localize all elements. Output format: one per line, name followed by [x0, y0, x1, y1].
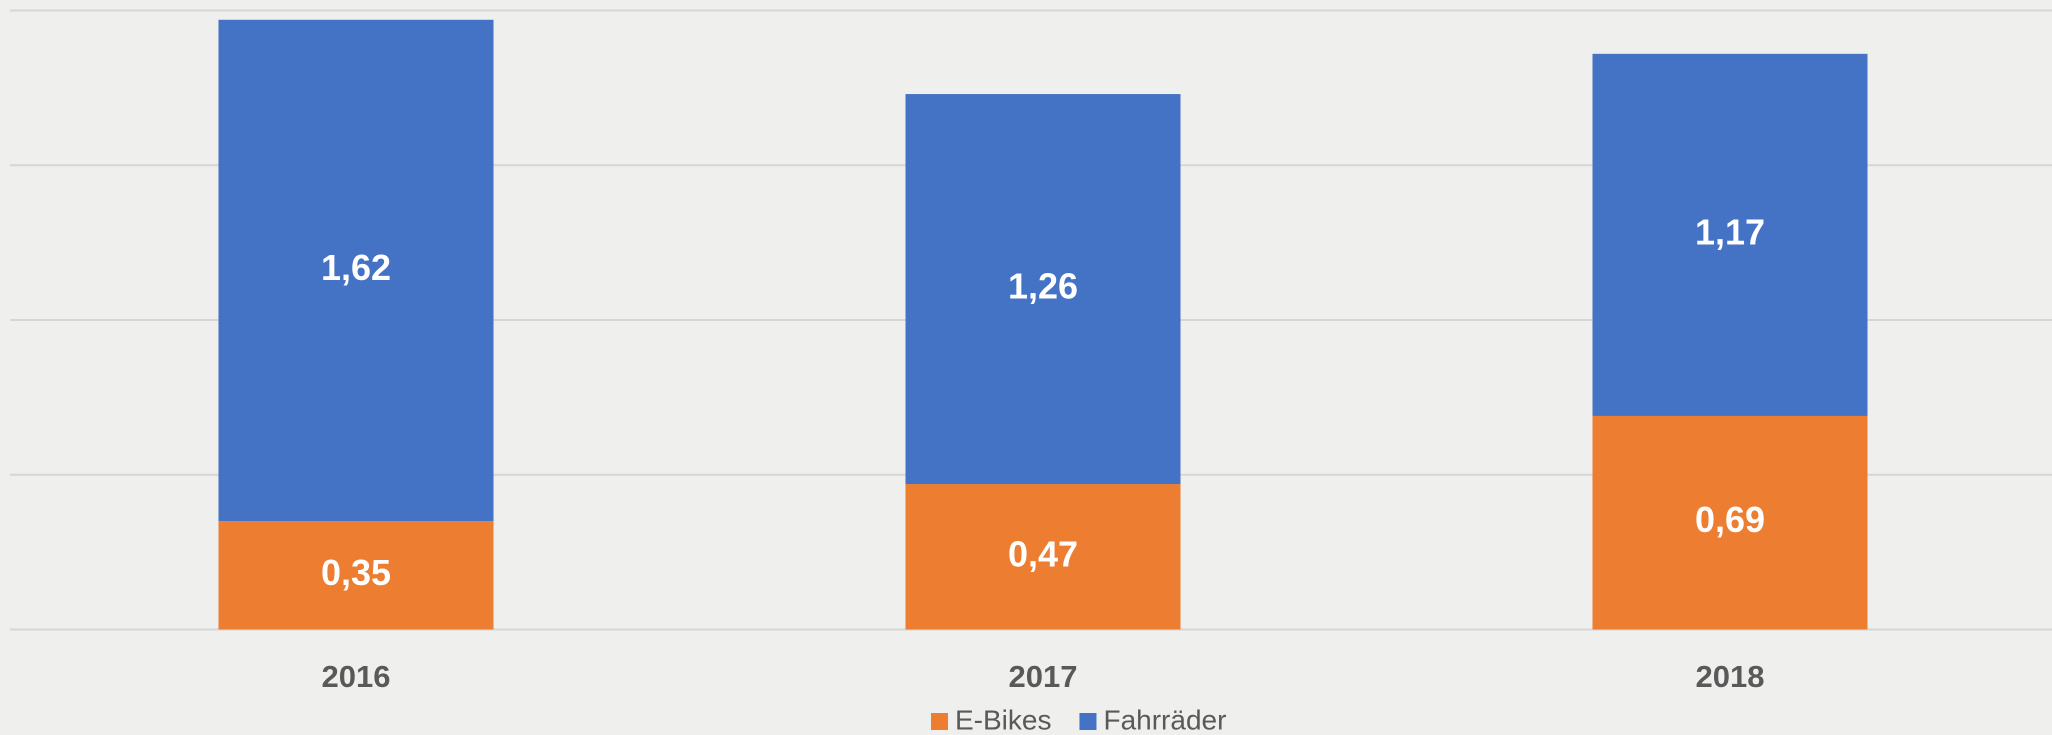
data-label: 0,47 — [1008, 533, 1078, 574]
x-tick-label: 2016 — [322, 659, 391, 694]
bar-segment — [905, 484, 1181, 630]
legend-label: E-Bikes — [955, 704, 1051, 735]
bar-segment — [1592, 53, 1868, 416]
bar-segment — [218, 521, 494, 630]
data-label: 1,62 — [321, 247, 391, 288]
data-label: 1,26 — [1008, 266, 1078, 307]
x-tick-label: 2017 — [1009, 659, 1078, 694]
bar-segment — [1592, 415, 1868, 630]
x-tick-label: 2018 — [1696, 659, 1765, 694]
bar-segment — [905, 94, 1181, 485]
data-label: 0,35 — [321, 552, 391, 593]
data-label: 0,69 — [1695, 499, 1765, 540]
legend-label: Fahrräder — [1103, 704, 1226, 735]
legend-swatch — [931, 713, 948, 730]
data-label: 1,17 — [1695, 211, 1765, 252]
bar-segment — [218, 19, 494, 522]
legend-swatch — [1079, 713, 1097, 730]
